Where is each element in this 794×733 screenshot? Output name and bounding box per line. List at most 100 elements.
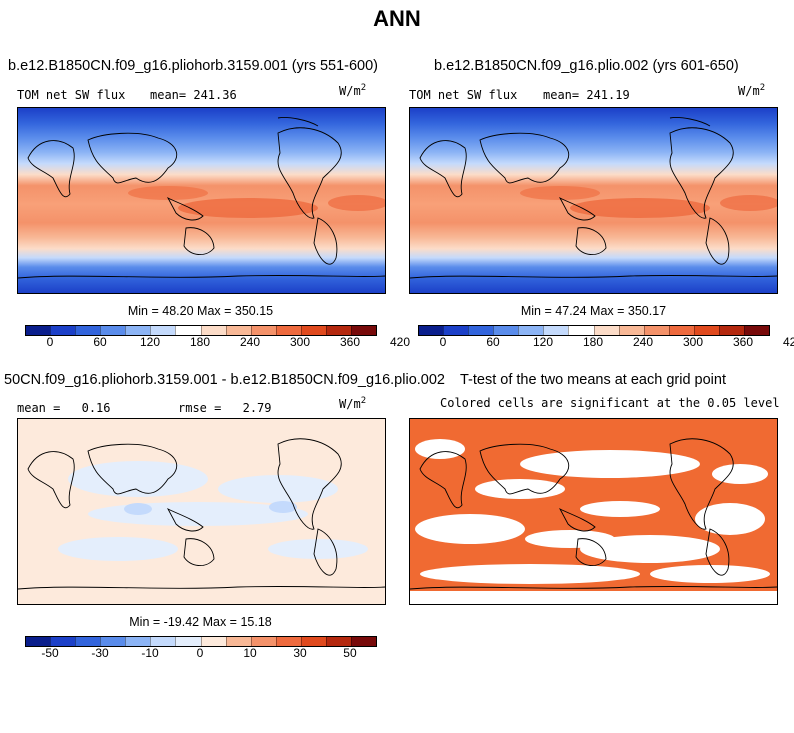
panel3-max-value: 15.18 [240, 615, 272, 629]
panel1-max-label: Max = [197, 304, 232, 318]
panel3-units: W/m2 [339, 396, 366, 411]
panel1-min-label: Min = [127, 304, 159, 318]
colorbar-tick-label: 60 [93, 335, 107, 349]
colorbar-swatch [419, 326, 444, 335]
panel1-title: b.e12.B1850CN.f09_g16.pliohorb.3159.001 … [8, 58, 379, 74]
panel3-minmax: Min = -19.42 Max = 15.18 [0, 615, 401, 629]
colorbar-swatch [468, 326, 494, 335]
colorbar-swatch [568, 326, 594, 335]
panel3-map [17, 418, 386, 605]
panel3-colorbar-labels: -50 -30 -10 0 10 30 50 [25, 646, 375, 662]
colorbar-swatch [150, 326, 176, 335]
panel1-variable: TOM net SW flux [17, 88, 126, 102]
colorbar-swatch [300, 326, 326, 335]
colorbar-swatch [325, 326, 352, 335]
colorbar-swatch [325, 637, 352, 646]
panel2-mean: mean= 241.19 [543, 88, 630, 102]
colorbar-swatch [351, 637, 377, 646]
colorbar-swatch [643, 326, 669, 335]
colorbar-tick-label: 120 [139, 335, 161, 349]
panel2-map-svg [410, 108, 777, 293]
panel1-min-value: 48.20 [162, 304, 194, 318]
panel2-colorbar-labels: 0 60 120 180 240 300 360 420 [418, 335, 794, 351]
colorbar-swatch [125, 637, 151, 646]
panel4-title: T-test of the two means at each grid poi… [460, 372, 726, 388]
colorbar-swatch [225, 637, 251, 646]
colorbar-swatch [100, 637, 126, 646]
colorbar-swatch [50, 637, 76, 646]
panel1-max-value: 350.15 [234, 304, 274, 318]
panel2-colorbar [418, 325, 770, 336]
panel3-map-svg [18, 419, 385, 604]
colorbar-tick-label: -10 [141, 646, 159, 660]
colorbar-swatch [175, 637, 201, 646]
colorbar-swatch [175, 326, 201, 335]
colorbar-swatch [100, 326, 126, 335]
colorbar-swatch [250, 326, 276, 335]
panel2-mean-value: 241.19 [586, 88, 630, 102]
colorbar-swatch [300, 637, 326, 646]
colorbar-tick-label: 420 [389, 335, 411, 349]
panel3-rmse-label: rmse = [178, 401, 222, 415]
colorbar-tick-label: 240 [239, 335, 261, 349]
colorbar-swatch [200, 326, 226, 335]
colorbar-swatch [518, 326, 544, 335]
colorbar-swatch [744, 326, 770, 335]
panel2-units: W/m2 [738, 83, 765, 98]
colorbar-tick-label: 360 [339, 335, 360, 349]
panel3-rmse-value: 2.79 [242, 401, 272, 415]
panel2-max-value: 350.17 [627, 304, 667, 318]
colorbar-swatch [225, 326, 251, 335]
colorbar-swatch [718, 326, 745, 335]
panel3-colorbar [25, 636, 377, 647]
colorbar-swatch [275, 637, 301, 646]
panel2-min-value: 47.24 [555, 304, 587, 318]
panel3-max-label: Max = [202, 615, 237, 629]
colorbar-swatch [75, 637, 101, 646]
panel1-units: W/m2 [339, 83, 366, 98]
panel1-colorbar-labels: 0 60 120 180 240 300 360 420 [25, 335, 410, 351]
colorbar-swatch [150, 637, 176, 646]
panel4-map [409, 418, 778, 605]
colorbar-swatch [351, 326, 377, 335]
colorbar-swatch [443, 326, 469, 335]
colorbar-tick-label: 30 [293, 646, 307, 660]
colorbar-tick-label: 0 [196, 646, 204, 660]
panel1-mean-label: mean= [150, 88, 187, 102]
panel2-max-label: Max = [590, 304, 625, 318]
panel3-units-base: W/m [339, 397, 361, 411]
colorbar-swatch [50, 326, 76, 335]
colorbar-swatch [493, 326, 519, 335]
figure-title: ANN [373, 6, 421, 31]
colorbar-swatch [543, 326, 569, 335]
panel3-min-value: -19.42 [163, 615, 200, 629]
panel2-units-exp: 2 [759, 83, 766, 93]
colorbar-tick-label: 10 [243, 646, 257, 660]
colorbar-tick-label: 120 [532, 335, 554, 349]
colorbar-swatch [275, 326, 301, 335]
colorbar-swatch [693, 326, 719, 335]
colorbar-swatch [125, 326, 151, 335]
colorbar-tick-label: 360 [732, 335, 753, 349]
panel3-min-label: Min = [129, 615, 161, 629]
panel2-min-label: Min = [520, 304, 552, 318]
colorbar-swatch [200, 637, 226, 646]
panel1-minmax: Min = 48.20 Max = 350.15 [0, 304, 401, 318]
panel1-colorbar [25, 325, 377, 336]
colorbar-swatch [668, 326, 694, 335]
panel2-title: b.e12.B1850CN.f09_g16.plio.002 (yrs 601-… [434, 58, 739, 74]
colorbar-swatch [26, 326, 51, 335]
colorbar-swatch [250, 637, 276, 646]
colorbar-tick-label: 180 [582, 335, 604, 349]
panel2-variable: TOM net SW flux [409, 88, 518, 102]
panel3-mean-value: 0.16 [81, 401, 111, 415]
colorbar-tick-label: -30 [91, 646, 109, 660]
panel1-mean-value: 241.36 [193, 88, 237, 102]
panel1-map-svg [18, 108, 385, 293]
colorbar-tick-label: 240 [632, 335, 654, 349]
colorbar-swatch [593, 326, 619, 335]
panel3-units-exp: 2 [360, 396, 367, 406]
colorbar-swatch [26, 637, 51, 646]
colorbar-swatch [75, 326, 101, 335]
colorbar-tick-label: 300 [682, 335, 704, 349]
